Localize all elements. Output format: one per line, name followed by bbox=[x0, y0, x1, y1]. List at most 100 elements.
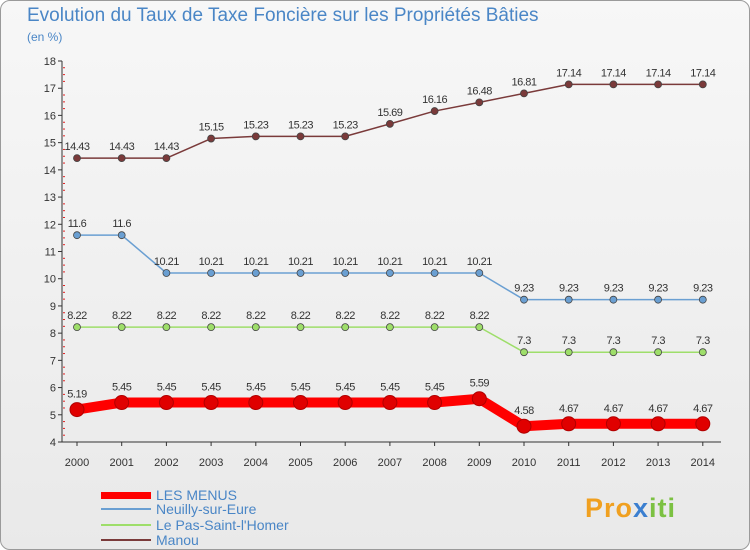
data-label-neuilly-sur-eure: 9.23 bbox=[514, 283, 534, 295]
data-point-manou bbox=[609, 80, 618, 89]
data-point-les-menus bbox=[516, 418, 532, 434]
x-tick-label: 2003 bbox=[199, 457, 223, 469]
y-tick-label: 13 bbox=[44, 192, 56, 204]
data-point-le-pas-saint-l-homer bbox=[654, 348, 662, 357]
data-label-le-pas-saint-l-homer: 8.22 bbox=[67, 310, 87, 322]
data-label-les-menus: 4.58 bbox=[514, 405, 534, 417]
data-label-neuilly-sur-eure: 11.6 bbox=[68, 218, 87, 230]
x-tick-label: 2000 bbox=[65, 457, 89, 469]
data-label-le-pas-saint-l-homer: 8.22 bbox=[112, 310, 132, 322]
x-tick-label: 2008 bbox=[422, 457, 446, 469]
proxiti-logo: Proxiti bbox=[585, 493, 676, 524]
legend-label-le-pas-saint-lhomer: Le Pas-Saint-l'Homer bbox=[156, 517, 289, 533]
data-point-neuilly-sur-eure bbox=[520, 295, 528, 304]
data-point-neuilly-sur-eure bbox=[117, 231, 126, 240]
data-point-manou bbox=[385, 119, 394, 128]
data-point-le-pas-saint-l-homer bbox=[341, 323, 350, 332]
data-point-manou bbox=[520, 89, 528, 98]
data-label-les-menus: 4.67 bbox=[559, 403, 579, 415]
y-tick-label: 14 bbox=[44, 165, 56, 177]
data-point-les-menus bbox=[248, 395, 264, 411]
data-point-neuilly-sur-eure bbox=[430, 269, 439, 277]
data-point-manou bbox=[341, 132, 350, 141]
x-tick-label: 2006 bbox=[333, 457, 357, 469]
data-label-neuilly-sur-eure: 10.21 bbox=[422, 256, 447, 268]
data-point-neuilly-sur-eure bbox=[698, 295, 707, 304]
legend-item-neuilly-sur-eure: Neuilly-sur-Eure bbox=[101, 501, 256, 517]
legend-swatch-manou bbox=[101, 539, 151, 541]
logo-part-x: x bbox=[633, 493, 650, 523]
data-label-manou: 15.69 bbox=[377, 107, 402, 119]
legend-label-manou: Manou bbox=[156, 532, 199, 548]
data-point-le-pas-saint-l-homer bbox=[73, 323, 81, 332]
data-point-neuilly-sur-eure bbox=[162, 269, 171, 277]
data-point-neuilly-sur-eure bbox=[475, 269, 484, 277]
data-label-le-pas-saint-l-homer: 7.3 bbox=[517, 335, 531, 347]
y-tick-label: 18 bbox=[44, 56, 56, 68]
legend-swatch-neuilly-sur-eure bbox=[101, 508, 151, 510]
data-label-les-menus: 5.45 bbox=[246, 382, 266, 394]
data-label-manou: 16.16 bbox=[422, 94, 447, 106]
data-label-les-menus: 5.45 bbox=[112, 382, 132, 394]
data-label-neuilly-sur-eure: 9.23 bbox=[693, 283, 713, 295]
data-label-manou: 17.14 bbox=[556, 67, 581, 79]
data-point-le-pas-saint-l-homer bbox=[430, 323, 439, 332]
data-label-le-pas-saint-l-homer: 7.3 bbox=[562, 335, 576, 347]
data-label-neuilly-sur-eure: 10.21 bbox=[154, 256, 179, 268]
data-label-le-pas-saint-l-homer: 7.3 bbox=[607, 335, 621, 347]
data-point-le-pas-saint-l-homer bbox=[385, 323, 394, 332]
x-tick-label: 2002 bbox=[154, 457, 178, 469]
data-point-les-menus bbox=[695, 416, 711, 432]
data-point-manou bbox=[251, 132, 260, 141]
data-label-le-pas-saint-l-homer: 8.22 bbox=[425, 310, 445, 322]
data-point-les-menus bbox=[427, 395, 443, 411]
y-unit-label: (en %) bbox=[27, 30, 63, 44]
data-point-les-menus bbox=[561, 416, 577, 432]
data-point-neuilly-sur-eure bbox=[73, 231, 81, 240]
legend-item-les-menus: LES MENUS bbox=[101, 487, 237, 503]
legend-label-les-menus: LES MENUS bbox=[156, 487, 237, 503]
data-label-neuilly-sur-eure: 9.23 bbox=[559, 283, 579, 295]
x-tick-label: 2010 bbox=[512, 457, 536, 469]
x-tick-label: 2005 bbox=[288, 457, 312, 469]
data-point-les-menus bbox=[114, 395, 130, 411]
legend-item-manou: Manou bbox=[101, 532, 199, 548]
data-point-les-menus bbox=[650, 416, 666, 432]
data-label-manou: 15.23 bbox=[288, 119, 313, 131]
data-point-le-pas-saint-l-homer bbox=[251, 323, 260, 332]
data-point-manou bbox=[73, 154, 81, 163]
data-point-manou bbox=[698, 80, 707, 89]
data-label-les-menus: 5.45 bbox=[157, 382, 177, 394]
logo-part-iti: iti bbox=[649, 493, 677, 523]
data-label-neuilly-sur-eure: 10.21 bbox=[288, 256, 313, 268]
chart-title: Evolution du Taux de Taxe Foncière sur l… bbox=[27, 5, 539, 26]
data-point-les-menus bbox=[158, 395, 174, 411]
x-tick-label: 2009 bbox=[467, 457, 491, 469]
y-tick-label: 11 bbox=[45, 247, 56, 259]
data-label-neuilly-sur-eure: 10.21 bbox=[243, 256, 268, 268]
data-label-neuilly-sur-eure: 10.21 bbox=[199, 256, 224, 268]
data-point-neuilly-sur-eure bbox=[296, 269, 305, 277]
data-point-neuilly-sur-eure bbox=[207, 269, 216, 277]
data-point-neuilly-sur-eure bbox=[251, 269, 260, 277]
y-tick-label: 9 bbox=[50, 301, 56, 313]
data-label-les-menus: 5.45 bbox=[291, 382, 311, 394]
y-tick-label: 12 bbox=[44, 219, 56, 231]
data-label-les-menus: 5.19 bbox=[67, 389, 87, 401]
data-point-neuilly-sur-eure bbox=[609, 295, 618, 304]
x-tick-label: 2007 bbox=[378, 457, 402, 469]
data-label-manou: 14.43 bbox=[64, 141, 89, 153]
data-point-le-pas-saint-l-homer bbox=[475, 323, 484, 332]
data-point-manou bbox=[162, 154, 171, 163]
logo-part-pro: Pro bbox=[585, 493, 634, 523]
data-label-manou: 17.14 bbox=[646, 67, 671, 79]
y-tick-label: 4 bbox=[50, 437, 56, 449]
data-label-les-menus: 4.67 bbox=[604, 403, 624, 415]
y-tick-label: 7 bbox=[50, 355, 56, 367]
x-tick-label: 2013 bbox=[646, 457, 670, 469]
data-point-manou bbox=[475, 98, 484, 107]
x-tick-label: 2001 bbox=[109, 457, 133, 469]
data-label-le-pas-saint-l-homer: 8.22 bbox=[201, 310, 221, 322]
data-label-neuilly-sur-eure: 9.23 bbox=[604, 283, 624, 295]
